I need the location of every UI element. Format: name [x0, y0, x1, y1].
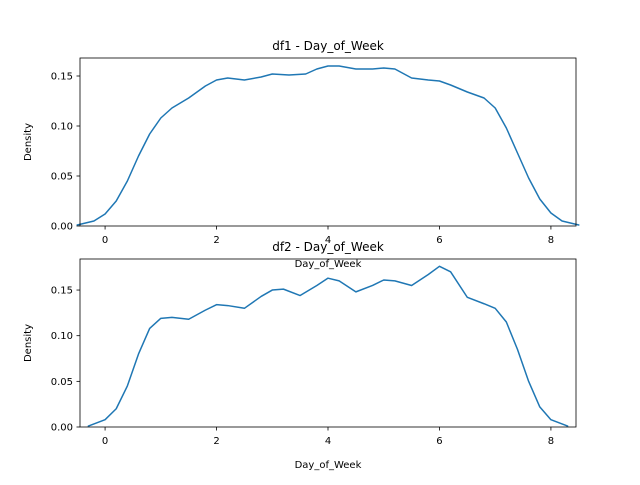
x-tick-label: 8: [548, 436, 554, 447]
x-tick-label: 6: [436, 436, 442, 447]
chart-panel-1: 0 2 4 6 8 0.00 0.05 0.10 0.15 Day_of_Week Density d…: [23, 39, 580, 270]
x-tick-label: 8: [548, 235, 554, 246]
x-tick-label: 2: [213, 235, 219, 246]
y-axis-label: Density: [23, 123, 34, 161]
series-line: [76, 65, 580, 226]
x-tick-label: 0: [102, 235, 108, 246]
x-axis-label: Day_of_Week: [295, 259, 362, 270]
y-tick-label: 0.05: [51, 377, 73, 388]
chart-panel-2: 0 2 4 6 8 0.00 0.05 0.10 0.15 Day_of_Week Density d…: [23, 240, 577, 471]
x-tick-label: 4: [325, 235, 331, 246]
y-tick-label: 0.15: [51, 72, 73, 83]
y-tick-label: 0.15: [51, 286, 73, 297]
y-tick-label: 0.00: [51, 423, 73, 434]
x-tick-label: 0: [102, 436, 108, 447]
y-tick-label: 0.00: [51, 222, 73, 233]
x-tick-label: 6: [436, 235, 442, 246]
y-tick-label: 0.10: [51, 122, 73, 133]
x-axis-label: Day_of_Week: [295, 460, 362, 471]
y-tick-label: 0.10: [51, 331, 73, 342]
series-line: [87, 265, 569, 427]
x-tick-label: 4: [325, 436, 331, 447]
chart-title: df2 - Day_of_Week: [272, 240, 384, 254]
y-axis-label: Density: [23, 324, 34, 362]
y-tick-label: 0.05: [51, 172, 73, 183]
chart-title: df1 - Day_of_Week: [272, 39, 384, 53]
x-tick-label: 2: [213, 436, 219, 447]
